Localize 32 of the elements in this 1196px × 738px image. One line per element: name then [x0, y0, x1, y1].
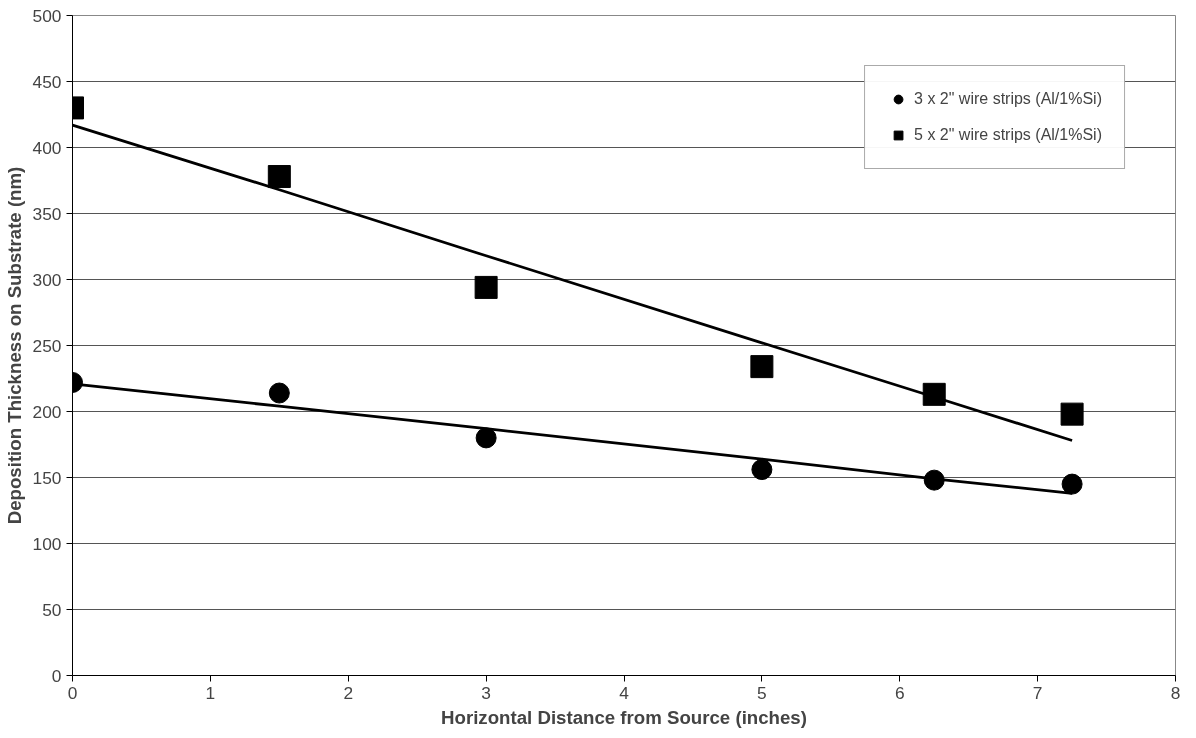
- y-tick-label: 300: [32, 269, 62, 290]
- x-tick-label: 1: [205, 682, 216, 703]
- x-tick-label: 0: [67, 682, 78, 703]
- y-tick-label: 250: [32, 335, 62, 356]
- x-tick-label: 4: [619, 682, 630, 703]
- point: [1061, 473, 1083, 495]
- x-tick-label: 6: [894, 682, 905, 703]
- point: [475, 427, 497, 449]
- legend-label: 3 x 2" wire strips (Al/1%Si): [914, 90, 1102, 108]
- y-tick-label: 0: [51, 665, 62, 686]
- point: [474, 275, 498, 299]
- y-tick-label: 350: [32, 203, 62, 224]
- x-tick-label: 3: [481, 682, 491, 703]
- x-tick-label: 8: [1170, 682, 1181, 703]
- x-axis-title: Horizontal Distance from Source (inches): [441, 706, 807, 728]
- point: [1060, 402, 1084, 426]
- y-tick-label: 200: [32, 401, 62, 422]
- y-tick-label: 450: [32, 71, 62, 92]
- y-tick-label: 50: [42, 599, 62, 620]
- y-tick-label: 150: [32, 467, 62, 488]
- point: [268, 382, 290, 404]
- y-axis-title: Deposition Thickness on Substrate (nm): [3, 166, 25, 525]
- x-tick-label: 2: [343, 682, 354, 703]
- x-tick-label: 7: [1032, 682, 1043, 703]
- point: [267, 165, 291, 189]
- y-tick-label: 100: [32, 533, 62, 554]
- y-tick-label: 400: [32, 137, 62, 158]
- point: [750, 355, 774, 379]
- legend-label: 5 x 2" wire strips (Al/1%Si): [914, 126, 1102, 144]
- x-tick-label: 5: [757, 682, 767, 703]
- y-tick-label: 500: [32, 5, 62, 26]
- point: [751, 459, 773, 481]
